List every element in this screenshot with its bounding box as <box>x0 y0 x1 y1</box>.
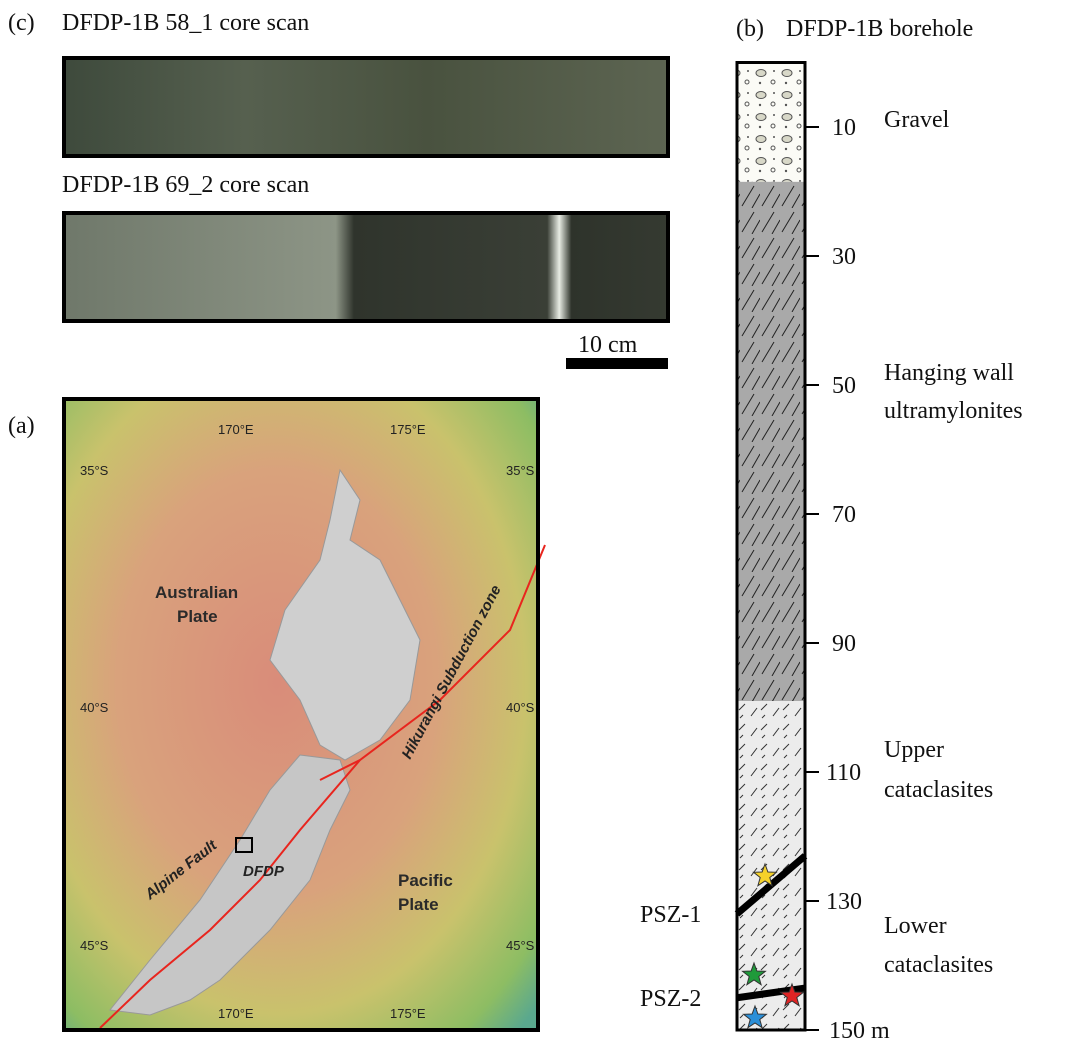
figure: (c) DFDP-1B 58_1 core scan DFDP-1B 69_2 … <box>0 0 1077 1041</box>
unit-label: Hanging wall <box>884 360 1014 386</box>
lithology-unit <box>737 907 805 1030</box>
lithology-unit <box>737 63 805 182</box>
core-scan <box>64 58 668 156</box>
scale-bar-label: 10 cm <box>578 332 638 358</box>
lat-label: 40°S <box>80 700 109 715</box>
lithology-unit <box>737 182 805 701</box>
scan-title: DFDP-1B 58_1 core scan <box>62 10 309 36</box>
unit-label: ultramylonites <box>884 398 1023 424</box>
lat-label: 45°S <box>506 938 535 953</box>
map: Australian Plate Pacific Plate Alpine Fa… <box>64 399 545 1030</box>
lon-label: 175°E <box>390 1006 426 1021</box>
lat-label: 40°S <box>506 700 535 715</box>
map-label: Pacific <box>398 871 453 890</box>
fault-label: PSZ-2 <box>640 986 701 1012</box>
lon-label: 170°E <box>218 422 254 437</box>
depth-label: 50 <box>832 373 856 399</box>
map-label: Australian <box>155 583 238 602</box>
map-label: Plate <box>398 895 439 914</box>
core-scan <box>64 213 668 321</box>
page: {"panel_c": {"label": "(c)", "scans": [{… <box>0 0 1077 1041</box>
depth-label: 110 <box>826 760 861 786</box>
lat-label: 45°S <box>80 938 109 953</box>
unit-label: Gravel <box>884 107 950 133</box>
lat-label: 35°S <box>506 463 535 478</box>
lon-label: 175°E <box>390 422 426 437</box>
panel-label: (a) <box>8 413 35 439</box>
unit-label: Upper <box>884 737 944 763</box>
unit-label: Lower <box>884 913 947 939</box>
depth-label: 90 <box>832 631 856 657</box>
lat-label: 35°S <box>80 463 109 478</box>
depth-label: 70 <box>832 502 856 528</box>
borehole-title: DFDP-1B borehole <box>786 16 973 42</box>
unit-label: cataclasites <box>884 777 993 803</box>
panel-label: (c) <box>8 10 35 36</box>
borehole: Gravel Hanging wall ultramylonites Upper cat… <box>640 63 1023 1041</box>
scan-title: DFDP-1B 69_2 core scan <box>62 172 309 198</box>
depth-label: 30 <box>832 244 856 270</box>
panel-label: (b) <box>736 16 764 42</box>
map-background <box>64 399 538 1030</box>
depth-label: 150 m <box>829 1018 890 1041</box>
depth-label: 130 <box>826 889 862 915</box>
map-label: DFDP <box>243 863 285 880</box>
fault-label: PSZ-1 <box>640 902 701 928</box>
lon-label: 170°E <box>218 1006 254 1021</box>
map-label: Plate <box>177 607 218 626</box>
depth-label: 10 <box>832 115 856 141</box>
scale-bar <box>566 358 668 369</box>
unit-label: cataclasites <box>884 952 993 978</box>
